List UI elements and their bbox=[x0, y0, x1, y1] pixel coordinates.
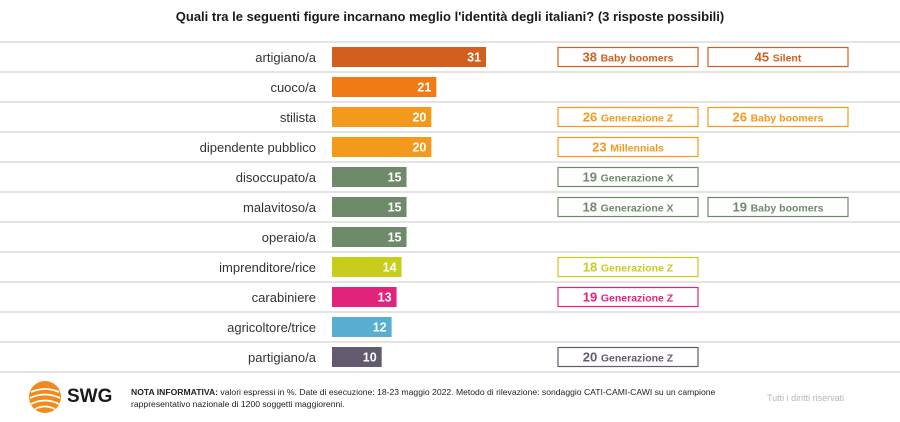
segment-annotation-box bbox=[557, 166, 699, 188]
bar bbox=[332, 257, 402, 277]
category-label: cuoco/a bbox=[270, 80, 316, 95]
bar-value-label: 21 bbox=[417, 81, 431, 95]
segment-annotation-box bbox=[707, 106, 849, 128]
category-label: artigiano/a bbox=[255, 50, 316, 65]
segment-annotation-value: 45 bbox=[755, 49, 773, 64]
note-label: NOTA INFORMATIVA: bbox=[131, 387, 219, 397]
bar bbox=[332, 137, 432, 157]
methodology-note: NOTA INFORMATIVA: valori espressi in %. … bbox=[131, 386, 771, 410]
segment-annotation-text: 26 Baby boomers bbox=[732, 109, 823, 124]
segment-annotation-text: 19 Baby boomers bbox=[732, 199, 823, 214]
bar-value-label: 12 bbox=[373, 321, 387, 335]
bar-chart: artigiano/a 31 38 Baby boomers 45 Silent cuo… bbox=[0, 41, 900, 373]
segment-annotation-text: 18 Generazione Z bbox=[583, 259, 674, 274]
segment-annotation-label: Baby boomers bbox=[751, 202, 824, 214]
bar-value-label: 20 bbox=[412, 141, 426, 155]
segment-annotation-text: 19 Generazione Z bbox=[583, 289, 674, 304]
segment-annotation-label: Millennials bbox=[610, 142, 664, 154]
category-label: agricoltore/trice bbox=[227, 320, 316, 335]
segment-annotation-box bbox=[557, 106, 699, 128]
category-label: partigiano/a bbox=[248, 350, 317, 365]
bar bbox=[332, 107, 432, 127]
chart-title: Quali tra le seguenti figure incarnano m… bbox=[175, 9, 725, 24]
segment-annotation-value: 26 bbox=[732, 109, 750, 124]
segment-annotation-label: Silent bbox=[773, 52, 802, 64]
bar bbox=[332, 317, 392, 337]
segment-annotation-label: Generazione Z bbox=[601, 292, 674, 304]
segment-annotation-value: 18 bbox=[582, 199, 600, 214]
segment-annotation-label: Baby boomers bbox=[601, 52, 674, 64]
bar bbox=[332, 227, 407, 247]
segment-annotation-box bbox=[557, 46, 699, 68]
rights-notice: Tutti i diritti riservati bbox=[767, 393, 845, 403]
segment-annotation-label: Generazione Z bbox=[601, 262, 674, 274]
segment-annotation-value: 23 bbox=[592, 139, 610, 154]
segment-annotation-value: 19 bbox=[582, 169, 600, 184]
bar bbox=[332, 77, 437, 97]
bar-value-label: 31 bbox=[467, 51, 481, 65]
segment-annotation-text: 38 Baby boomers bbox=[582, 49, 673, 64]
segment-annotation-label: Generazione X bbox=[601, 172, 674, 184]
segment-annotation-value: 26 bbox=[583, 109, 601, 124]
segment-annotation-label: Baby boomers bbox=[751, 112, 824, 124]
segment-annotation-value: 19 bbox=[732, 199, 750, 214]
bar bbox=[332, 287, 397, 307]
segment-annotation-label: Generazione Z bbox=[601, 112, 674, 124]
category-label: operaio/a bbox=[262, 230, 317, 245]
segment-annotation-text: 18 Generazione X bbox=[582, 199, 673, 214]
segment-annotation-label: Generazione Z bbox=[601, 352, 674, 364]
segment-annotation-value: 20 bbox=[583, 349, 601, 364]
segment-annotation-box bbox=[557, 256, 699, 278]
category-label: dipendente pubblico bbox=[200, 140, 316, 155]
segment-annotation-box bbox=[557, 346, 699, 368]
segment-annotation-box bbox=[557, 136, 699, 158]
segment-annotation-value: 38 bbox=[582, 49, 600, 64]
segment-annotation-text: 45 Silent bbox=[755, 49, 802, 64]
bar bbox=[332, 47, 486, 67]
swg-logo-icon bbox=[29, 381, 61, 413]
segment-annotation-value: 18 bbox=[583, 259, 601, 274]
note-text: valori espressi in %. Date di esecuzione… bbox=[131, 387, 716, 409]
segment-annotation-value: 19 bbox=[583, 289, 601, 304]
segment-annotation-text: 23 Millennials bbox=[592, 139, 664, 154]
segment-annotation-box bbox=[557, 196, 699, 218]
category-label: imprenditore/rice bbox=[219, 260, 316, 275]
category-label: stilista bbox=[280, 110, 317, 125]
bar-value-label: 10 bbox=[363, 351, 377, 365]
segment-annotation-box bbox=[557, 286, 699, 308]
segment-annotation-text: 20 Generazione Z bbox=[583, 349, 674, 364]
segment-annotation-label: Generazione X bbox=[601, 202, 674, 214]
bar bbox=[332, 347, 382, 367]
segment-annotation-text: 19 Generazione X bbox=[582, 169, 673, 184]
bar-value-label: 20 bbox=[412, 111, 426, 125]
bar-value-label: 13 bbox=[378, 291, 392, 305]
category-label: disoccupato/a bbox=[236, 170, 317, 185]
bar-value-label: 15 bbox=[388, 231, 402, 245]
bar-value-label: 15 bbox=[388, 171, 402, 185]
segment-annotation-box bbox=[707, 46, 849, 68]
segment-annotation-box bbox=[707, 196, 849, 218]
bar-value-label: 14 bbox=[383, 261, 397, 275]
bar bbox=[332, 197, 407, 217]
swg-logo-text: SWG bbox=[67, 386, 113, 407]
bar-value-label: 15 bbox=[388, 201, 402, 215]
category-label: carabiniere bbox=[252, 290, 316, 305]
bar bbox=[332, 167, 407, 187]
category-label: malavitoso/a bbox=[243, 200, 317, 215]
segment-annotation-text: 26 Generazione Z bbox=[583, 109, 674, 124]
